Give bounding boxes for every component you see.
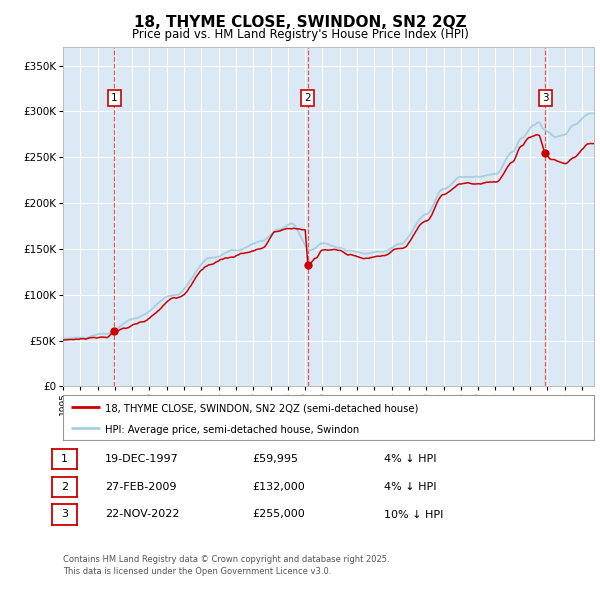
- Text: Contains HM Land Registry data © Crown copyright and database right 2025.: Contains HM Land Registry data © Crown c…: [63, 555, 389, 564]
- Text: 22-NOV-2022: 22-NOV-2022: [105, 510, 179, 519]
- Text: 18, THYME CLOSE, SWINDON, SN2 2QZ (semi-detached house): 18, THYME CLOSE, SWINDON, SN2 2QZ (semi-…: [106, 404, 419, 414]
- Text: 27-FEB-2009: 27-FEB-2009: [105, 482, 176, 491]
- Text: £132,000: £132,000: [252, 482, 305, 491]
- Text: £59,995: £59,995: [252, 454, 298, 464]
- Text: 3: 3: [542, 93, 549, 103]
- Text: 4% ↓ HPI: 4% ↓ HPI: [384, 454, 437, 464]
- Text: This data is licensed under the Open Government Licence v3.0.: This data is licensed under the Open Gov…: [63, 566, 331, 576]
- Text: £255,000: £255,000: [252, 510, 305, 519]
- Text: 10% ↓ HPI: 10% ↓ HPI: [384, 510, 443, 519]
- Text: 1: 1: [111, 93, 118, 103]
- Text: 19-DEC-1997: 19-DEC-1997: [105, 454, 179, 464]
- Text: 3: 3: [61, 510, 68, 519]
- Text: 2: 2: [305, 93, 311, 103]
- Text: 2: 2: [61, 482, 68, 491]
- Text: 18, THYME CLOSE, SWINDON, SN2 2QZ: 18, THYME CLOSE, SWINDON, SN2 2QZ: [134, 15, 466, 30]
- Text: 1: 1: [61, 454, 68, 464]
- Text: Price paid vs. HM Land Registry's House Price Index (HPI): Price paid vs. HM Land Registry's House …: [131, 28, 469, 41]
- Text: 4% ↓ HPI: 4% ↓ HPI: [384, 482, 437, 491]
- Text: HPI: Average price, semi-detached house, Swindon: HPI: Average price, semi-detached house,…: [106, 425, 360, 435]
